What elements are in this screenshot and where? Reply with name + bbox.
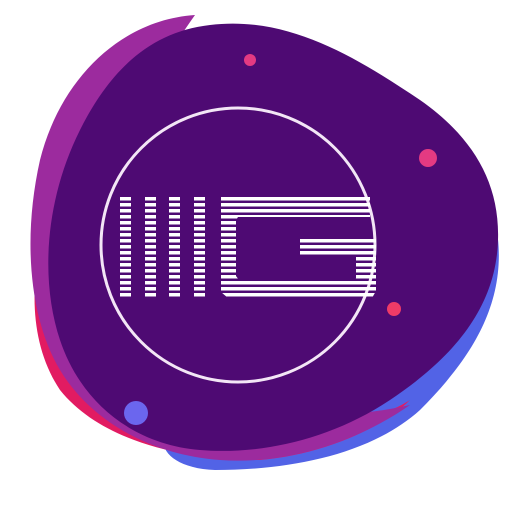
letter-stripe [120, 215, 376, 219]
letter-stripe [120, 197, 376, 201]
accent-dot-top [244, 54, 256, 66]
accent-dot-bottom-left [124, 401, 148, 425]
letter-stripe [120, 203, 376, 207]
letter-stripe [120, 209, 376, 213]
letter-stripe [120, 287, 376, 291]
letter-stripe [120, 281, 376, 285]
letter-stripe [120, 293, 376, 297]
accent-dot-right [387, 302, 401, 316]
accent-dot-right-top [419, 149, 437, 167]
